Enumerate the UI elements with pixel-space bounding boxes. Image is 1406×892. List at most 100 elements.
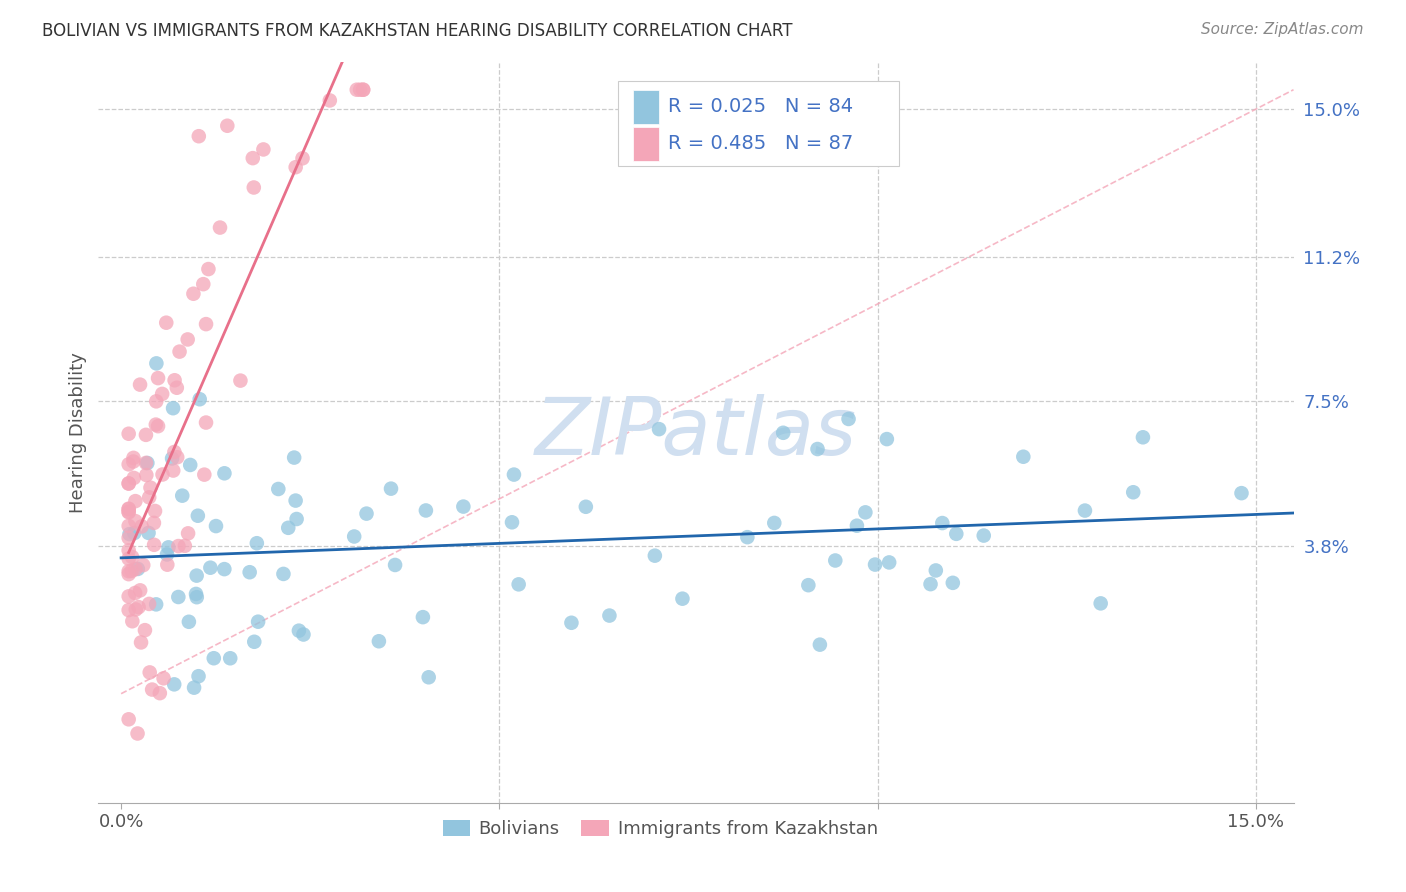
Point <box>173 539 195 553</box>
Point <box>143 504 166 518</box>
Point <box>138 597 160 611</box>
Point <box>763 516 786 530</box>
Point <box>129 377 152 392</box>
Point <box>128 600 150 615</box>
Point <box>122 454 145 468</box>
Point <box>838 412 860 426</box>
Point <box>560 615 582 630</box>
Point <box>195 317 218 331</box>
Point <box>118 502 141 516</box>
Point <box>145 394 167 409</box>
Point <box>129 635 152 649</box>
Point <box>863 558 886 572</box>
Point <box>183 681 205 695</box>
Point <box>118 458 141 472</box>
Point <box>284 160 307 174</box>
Point <box>501 516 523 530</box>
Point <box>183 286 205 301</box>
Point <box>824 553 846 567</box>
Point <box>163 445 186 459</box>
Point <box>193 467 215 482</box>
Point <box>127 726 149 740</box>
Text: Source: ZipAtlas.com: Source: ZipAtlas.com <box>1201 22 1364 37</box>
Point <box>156 558 179 572</box>
Point <box>187 669 209 683</box>
Point <box>197 262 219 277</box>
Point <box>808 638 831 652</box>
Point <box>169 344 191 359</box>
Point <box>349 83 371 97</box>
Point <box>845 518 868 533</box>
Point <box>176 333 198 347</box>
Point <box>208 220 231 235</box>
Point <box>122 526 145 541</box>
Point <box>118 505 141 519</box>
Text: R = 0.025   N = 84: R = 0.025 N = 84 <box>668 97 853 116</box>
Point <box>187 129 209 144</box>
Point <box>1230 486 1253 500</box>
Point <box>853 505 876 519</box>
Point <box>125 602 148 616</box>
Text: BOLIVIAN VS IMMIGRANTS FROM KAZAKHSTAN HEARING DISABILITY CORRELATION CHART: BOLIVIAN VS IMMIGRANTS FROM KAZAKHSTAN H… <box>42 22 793 40</box>
Point <box>146 371 169 385</box>
Point <box>155 316 177 330</box>
Point <box>367 634 389 648</box>
Point <box>243 634 266 648</box>
Point <box>186 568 208 582</box>
Point <box>145 356 167 370</box>
Point <box>453 500 475 514</box>
Point <box>157 541 180 555</box>
Point <box>131 519 153 533</box>
Point <box>380 482 402 496</box>
Point <box>121 564 143 578</box>
Point <box>121 549 143 564</box>
Point <box>508 577 530 591</box>
Point <box>145 598 167 612</box>
Point <box>291 151 314 165</box>
Point <box>205 519 228 533</box>
Point <box>167 590 190 604</box>
Point <box>246 536 269 550</box>
Point <box>247 615 270 629</box>
Point <box>671 591 693 606</box>
Point <box>229 374 252 388</box>
Point <box>1132 430 1154 444</box>
Point <box>163 677 186 691</box>
Point <box>118 551 141 566</box>
Point <box>156 548 179 562</box>
Point <box>284 493 307 508</box>
Point <box>138 525 160 540</box>
Point <box>283 450 305 465</box>
Point <box>243 180 266 194</box>
Point <box>132 558 155 573</box>
Point <box>118 501 141 516</box>
Point <box>118 590 141 604</box>
Point <box>239 565 262 579</box>
Point <box>135 468 157 483</box>
Point <box>920 577 942 591</box>
Point <box>200 560 222 574</box>
Point <box>945 526 967 541</box>
Point <box>166 381 188 395</box>
Point <box>412 610 434 624</box>
Point <box>806 442 828 456</box>
Point <box>118 712 141 726</box>
Point <box>166 450 188 465</box>
Point <box>737 530 759 544</box>
Point <box>346 83 368 97</box>
Point <box>124 494 146 508</box>
Point <box>598 608 620 623</box>
Point <box>122 471 145 485</box>
Point <box>202 651 225 665</box>
Point <box>150 387 173 401</box>
Point <box>146 419 169 434</box>
Point <box>195 416 218 430</box>
Point <box>503 467 526 482</box>
Point <box>124 586 146 600</box>
Point <box>135 456 157 470</box>
Point <box>118 567 141 582</box>
Point <box>184 587 207 601</box>
Point <box>145 417 167 432</box>
Point <box>143 538 166 552</box>
Point <box>124 514 146 528</box>
